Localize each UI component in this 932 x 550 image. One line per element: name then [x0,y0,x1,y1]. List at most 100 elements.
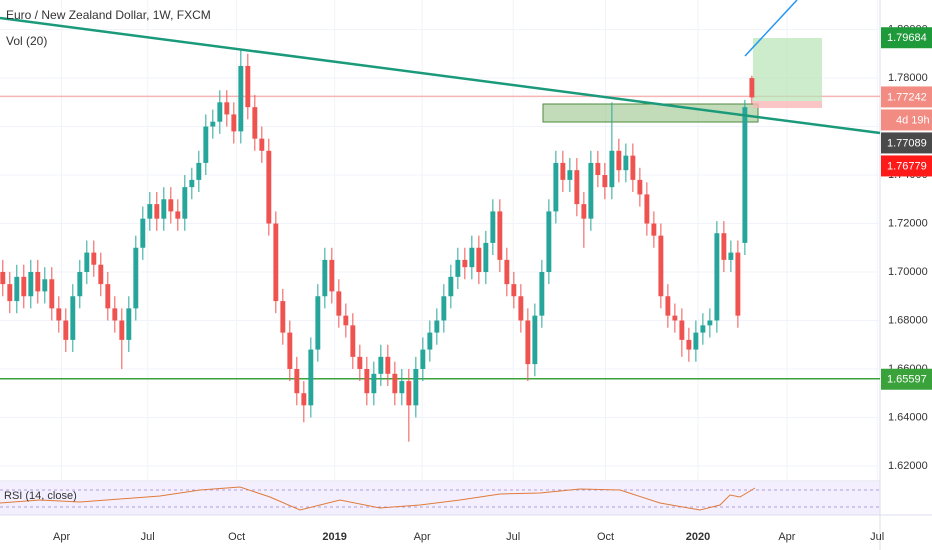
candle-body [420,349,426,369]
candle-body [651,223,657,236]
candle-body [728,252,734,260]
candle-body [637,179,643,195]
candle-body [518,296,524,321]
candle-body [539,272,545,316]
candle-body [238,65,244,132]
candle-body [469,247,475,268]
y-tick-label: 1.62000 [888,460,928,472]
candle-body [343,315,349,326]
price-label-box [881,86,932,108]
candle-body [560,162,566,180]
trend-line [0,16,881,135]
countdown-box [881,109,932,131]
candle-body [406,381,412,406]
candle-body [721,233,727,260]
candle-body [532,315,538,365]
candle-body [287,332,293,369]
candle-body [98,264,104,285]
candle-body [301,393,307,406]
candle-body [742,107,748,243]
candle-body [588,162,594,219]
candle-body [273,223,279,302]
candle-body [56,308,62,321]
candle-body [371,373,377,394]
price-label: 1.77242 [887,91,927,103]
projection-line [744,0,798,57]
candle-body [266,150,272,224]
candle-body [112,308,118,321]
candle-body [399,381,405,394]
candle-body [511,284,517,297]
candle-body [203,126,209,163]
x-tick-label: Oct [228,531,245,543]
candle-body [126,308,132,340]
candle-body [217,102,223,122]
candle-body [658,235,664,297]
candle-body [525,320,531,365]
y-tick-label: 1.72000 [888,217,928,229]
symbol-title: Euro / New Zealand Dollar, 1W, FXCM [6,8,211,22]
x-tick-label: Jul [141,531,155,543]
price-label-box [881,155,932,177]
price-label-box [881,132,932,154]
x-tick-label: Jul [870,531,884,543]
candle-body [322,259,328,297]
candle-body [749,78,755,98]
x-tick-label: Apr [778,531,795,543]
candle-body [63,320,69,340]
candle-body [119,320,125,340]
candle-body [630,155,636,180]
price-label: 1.76779 [887,160,927,172]
candle-body [28,272,34,297]
candle-body [14,276,20,302]
candles [0,48,755,442]
candle-body [168,199,174,212]
price-label: 1.77089 [887,137,927,149]
candle-body [427,332,433,350]
candle-body [49,279,55,309]
candle-body [546,211,552,272]
candle-body [378,356,384,374]
candle-body [665,296,671,316]
candle-body [693,332,699,350]
candle-body [231,114,237,132]
candle-body [504,259,510,285]
candle-body [140,218,146,248]
candle-body [357,356,363,369]
candle-body [245,65,251,108]
candle-body [70,296,76,340]
y-tick-label: 1.78000 [888,72,928,84]
candle-body [581,204,587,219]
candle-body [294,368,300,394]
candle-body [42,279,48,292]
candle-body [707,320,713,326]
candle-body [0,272,6,285]
candle-body [21,276,27,297]
price-labels: 1.620001.640001.660001.680001.700001.720… [53,23,932,543]
candle-body [553,162,559,212]
candle-body [448,276,454,297]
candle-body [609,150,615,188]
candle-body [434,320,440,333]
price-label-box [881,27,932,49]
candle-body [490,211,496,243]
candle-body [35,272,41,292]
rsi-line [0,486,756,511]
x-tick-label: Apr [414,531,431,543]
candle-body [133,247,139,309]
candle-body [567,170,573,180]
candle-body [315,296,321,350]
candle-body [392,373,398,394]
candle-body [308,349,314,406]
candle-body [735,252,741,316]
candle-body [7,284,13,302]
candle-body [196,162,202,180]
candle-body [189,179,195,188]
x-tick-label: 2020 [686,531,710,543]
candle-body [602,175,608,188]
price-label-box [881,368,932,390]
stop-zone [753,101,822,108]
candle-body [595,162,601,176]
rsi-legend: RSI (14, close) [4,490,77,502]
